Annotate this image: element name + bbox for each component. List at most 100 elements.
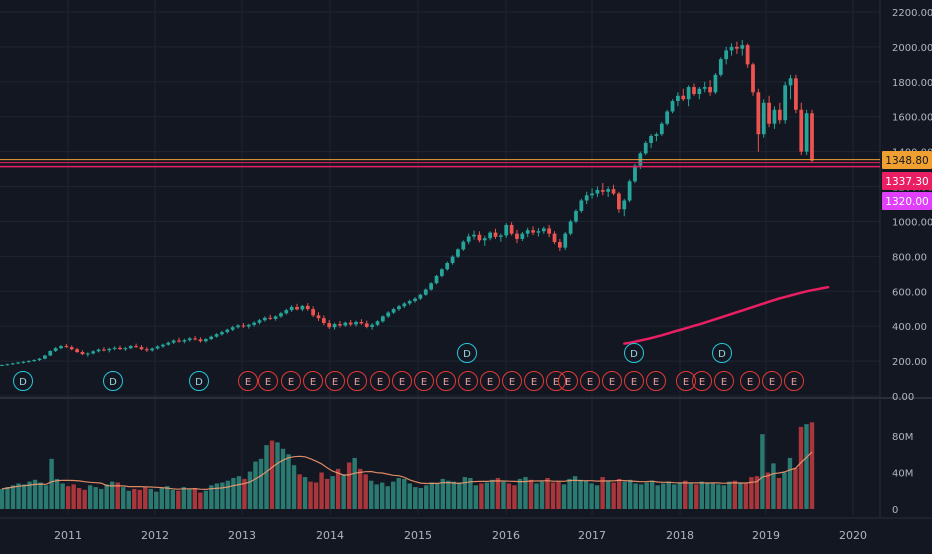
earnings-marker[interactable] [524,371,544,391]
volume-bar [710,483,716,509]
candle-body [413,298,417,302]
volume-bar [655,485,660,509]
earnings-marker[interactable] [480,371,500,391]
dividend-marker-label: D [109,377,117,388]
dividend-marker[interactable] [189,371,209,391]
level-1-label-box[interactable] [882,172,932,190]
volume-bar [666,481,671,509]
time-tick-label: 2016 [492,529,520,542]
volume-bar [721,485,727,509]
volume-bar [661,483,666,509]
candle-body [225,329,230,333]
last-price-label-box[interactable] [882,151,932,169]
volume-bar [21,484,27,509]
volume-bar [523,477,528,509]
earnings-marker[interactable] [436,371,456,391]
earnings-marker-label: E [769,377,775,388]
earnings-marker[interactable] [676,371,696,391]
earnings-marker[interactable] [646,371,666,391]
price-tick-label: 600.00 [892,287,927,298]
candle-body [713,74,718,93]
earnings-marker[interactable] [602,371,622,391]
candle-body [407,301,412,304]
candle-body [32,360,37,362]
volume-bar [49,458,54,509]
dividend-marker[interactable] [103,371,123,391]
time-tick-label: 2015 [404,529,432,542]
candle-body [718,59,723,75]
volume-bar [385,486,390,509]
volume-bar [258,458,264,509]
candle-body [783,85,788,121]
volume-bar [253,461,258,509]
earnings-marker[interactable] [546,371,566,391]
time-tick-label: 2020 [839,529,867,542]
earnings-marker[interactable] [558,371,578,391]
volume-bar [787,457,793,509]
volume-bar [374,484,379,509]
earnings-marker[interactable] [370,371,390,391]
volume-bar [291,465,297,509]
dividend-marker[interactable] [13,371,33,391]
earnings-marker[interactable] [502,371,522,391]
candle-body [595,190,600,194]
candle-body [161,344,165,347]
volume-bar [754,476,760,509]
volume-bar [32,479,38,509]
volume-bar [429,482,434,509]
volume-bar [380,482,385,509]
earnings-marker[interactable] [303,371,323,391]
earnings-marker-label: E [609,377,615,388]
earnings-marker[interactable] [784,371,804,391]
candle-body [456,249,460,257]
earnings-marker[interactable] [347,371,367,391]
candle-body [439,269,444,276]
dividend-marker[interactable] [457,343,477,363]
candle-body [26,360,31,362]
dividend-marker[interactable] [624,343,644,363]
time-tick-label: 2013 [228,529,256,542]
earnings-marker[interactable] [392,371,412,391]
earnings-marker[interactable] [281,371,301,391]
candle-body [745,45,750,65]
volume-bar [771,463,776,509]
candle-body [123,348,128,350]
earnings-marker[interactable] [762,371,782,391]
candle-body [525,230,530,234]
volume-bar [760,434,765,509]
volume-bar [104,484,109,509]
candle-body [236,325,240,328]
candle-body [305,305,310,310]
earnings-marker-label: E [653,377,659,388]
level-2-label-box[interactable] [882,192,932,210]
candle-body [649,135,653,143]
candle-body [364,323,369,327]
earnings-marker[interactable] [714,371,734,391]
earnings-marker[interactable] [580,371,600,391]
earnings-marker[interactable] [325,371,345,391]
volume-bar [165,486,170,509]
earnings-marker[interactable] [258,371,278,391]
candle-body [606,189,611,192]
volume-bar [203,490,209,509]
volume-bar [506,483,512,509]
earnings-marker[interactable] [740,371,760,391]
price-levels[interactable] [0,159,880,168]
dividend-marker[interactable] [712,343,732,363]
earnings-marker[interactable] [414,371,434,391]
earnings-marker[interactable] [238,371,258,391]
earnings-marker[interactable] [624,371,644,391]
volume-bar [324,478,330,509]
volume-bar [479,483,484,509]
earnings-marker[interactable] [692,371,712,391]
earnings-marker[interactable] [458,371,478,391]
volume-bar [54,478,60,509]
candle-body [729,46,734,51]
candle-body [43,355,47,359]
event-markers[interactable]: D D D E E E E E E E E E E E E E E E E E E E E E E E E E ED D D [13,343,804,391]
volume-bar [93,487,98,509]
volume-bar [534,483,539,509]
volume-bar [490,479,495,509]
